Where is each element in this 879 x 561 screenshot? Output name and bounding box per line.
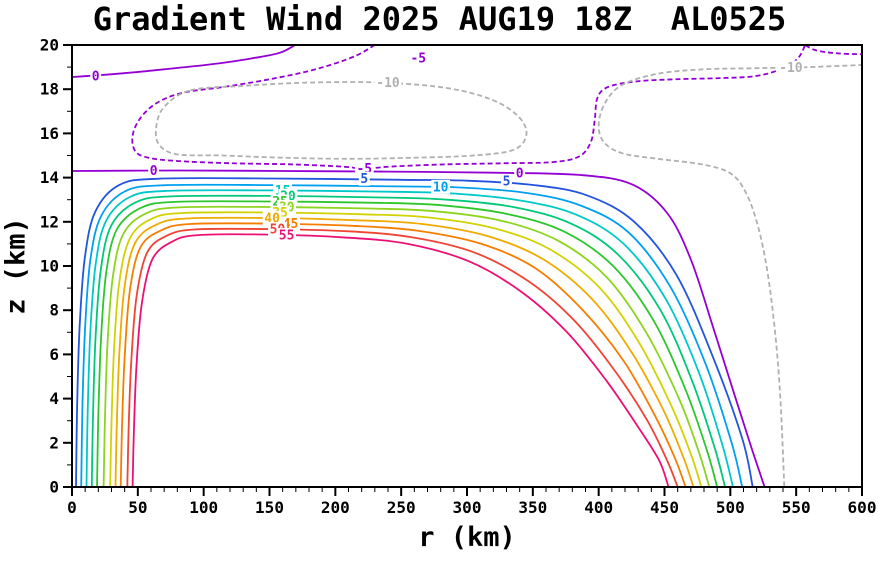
x-tick-label: 150 [255,498,284,517]
contour-label-bg [374,75,402,90]
contour-label-bg [90,68,102,83]
contour-label-bg [358,171,370,186]
y-tick-label: 16 [40,124,59,143]
contour-label-bg [501,173,512,188]
contour-lines [72,45,862,487]
contour-label: -10 [779,61,803,76]
x-tick-label: 50 [128,498,147,517]
y-tick-label: 12 [40,212,59,231]
x-tick-label: 450 [650,498,679,517]
contour-label: 5 [360,172,368,187]
x-tick-label: 400 [584,498,613,517]
contour-label-bg [148,163,160,178]
x-tick-label: 600 [848,498,877,517]
contour-path-40 [114,216,695,487]
y-tick-label: 0 [49,478,59,497]
x-axis-label: r (km) [418,522,516,553]
y-tick-label: 2 [49,433,59,452]
contour-path-20 [90,194,726,487]
contour-label: -10 [376,76,400,91]
y-tick-label: 8 [49,301,59,320]
contour-path-55 [131,233,670,487]
x-tick-label: 200 [321,498,350,517]
x-tick-label: 100 [189,498,218,517]
contour-path-10 [80,183,744,487]
plot-border [71,44,863,488]
contour-label-bg [277,228,297,243]
x-tick-label: 250 [387,498,416,517]
contour-label: 0 [150,164,158,179]
contour-path-0 [72,45,297,78]
x-tick-label: 350 [518,498,547,517]
y-tick-label: 20 [40,36,59,55]
x-tick-label: 550 [782,498,811,517]
contour-path--5 [131,45,806,170]
contour-path-5 [75,177,754,487]
y-tick-label: 14 [40,168,59,187]
contour-label: 0 [92,69,100,84]
chart-title: Gradient Wind 2025 AUG19 18Z AL0525 [92,0,787,38]
contour-path-45 [119,222,687,487]
contour-label-bg [408,50,428,65]
contour-label: 10 [433,180,449,195]
contour-label: 5 [503,174,511,189]
y-tick-label: 18 [40,80,59,99]
contour-path-15 [85,189,734,487]
contour-label-bg [262,211,282,226]
contour-path-35 [109,211,703,487]
contour-path--10 [154,81,528,160]
contour-label: 0 [516,167,524,182]
x-tick-label: 300 [453,498,482,517]
contour-label: 55 [279,229,295,244]
contour-path--5 [803,45,862,56]
contour-label-bg [514,166,526,181]
contour-path-25 [96,200,719,487]
y-axis-label: z (km) [0,217,32,315]
x-tick-label: 0 [67,498,77,517]
contour-label: -5 [410,51,426,66]
contour-path-50 [126,227,679,487]
y-tick-label: 6 [49,345,59,364]
y-tick-label: 10 [40,257,59,276]
axes: 0 50 100 150 200 250 300 350 400 450 500 550 6000246… [40,36,877,518]
contour-label-bg [431,179,451,194]
contour-path-30 [102,205,711,487]
contour-labels: 0-5-10-10-5005510152025303540455055 [90,50,805,244]
contour-path-0 [72,169,766,487]
x-tick-label: 500 [716,498,745,517]
contour-label-bg [777,60,805,75]
y-tick-label: 4 [49,389,59,408]
